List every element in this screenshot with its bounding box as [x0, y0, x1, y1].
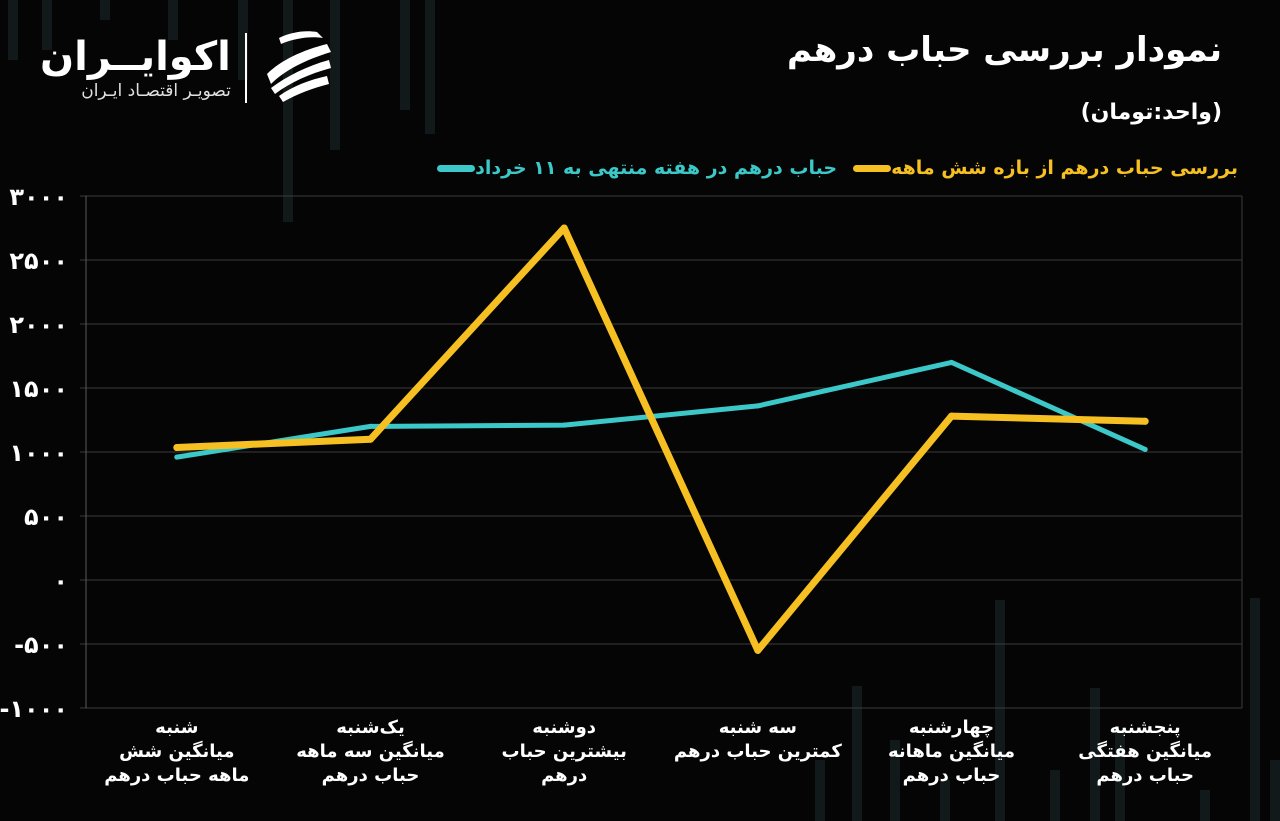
data-point — [949, 359, 954, 365]
legend-item-yellow: بررسی حباب درهم از بازه شش ماهه — [847, 157, 1238, 179]
y-axis-tick-labels: ۳۰۰۰ ۲۵۰۰ ۲۰۰۰ ۱۵۰۰ ۱۰۰۰ ۵۰۰ ۰ -۵۰۰ -۱۰۰۰ — [0, 183, 68, 723]
background-bar — [940, 780, 950, 821]
background-bar — [1250, 598, 1260, 821]
data-point — [754, 646, 762, 654]
x-tick-label-line: دوشنبه — [532, 717, 596, 738]
x-tick-label-line: شنبه — [155, 717, 198, 738]
brand-tagline: تصویـر اقتصـاد ایـران — [81, 81, 231, 101]
series-line-teal — [174, 359, 1148, 460]
legend-swatch-teal — [437, 164, 476, 172]
background-bar — [238, 0, 248, 80]
legend-item-teal: حباب درهم در هفته منتهی به ۱۱ خرداد — [431, 157, 837, 179]
x-tick-label-line: چهارشنبه — [909, 717, 994, 738]
x-tick-label-line: میانگین هفتگی — [1078, 740, 1212, 762]
background-bar — [815, 760, 825, 821]
data-point — [755, 403, 761, 409]
background-decoration — [8, 0, 1280, 821]
data-point — [1142, 446, 1148, 452]
legend-label-yellow: بررسی حباب درهم از بازه شش ماهه — [891, 157, 1238, 179]
data-point — [948, 412, 955, 420]
y-tick-label: ۱۰۰۰ — [9, 439, 68, 467]
legend-label-teal: حباب درهم در هفته منتهی به ۱۱ خرداد — [475, 157, 838, 179]
x-tick-label-line: درهم — [541, 765, 587, 786]
background-bar — [400, 0, 410, 110]
x-tick-label-line: سه شنبه — [719, 717, 797, 738]
data-point — [368, 423, 373, 429]
brand-mark-icon — [266, 31, 331, 102]
data-point — [174, 454, 180, 460]
x-tick-label: پنجشنبه میانگین هفتگی حباب درهم — [1078, 717, 1212, 786]
y-tick-label: ۲۰۰۰ — [9, 311, 68, 339]
background-bar — [890, 740, 900, 821]
background-bar — [1200, 790, 1210, 821]
chart-gridlines — [80, 195, 1243, 709]
x-tick-label-line: ماهه حباب درهم — [104, 765, 249, 786]
data-point — [367, 435, 374, 443]
legend-swatch-yellow — [853, 164, 892, 172]
x-tick-label: شنبه میانگین شش ماهه حباب درهم — [104, 717, 249, 786]
chart-legend: حباب درهم در هفته منتهی به ۱۱ خرداد بررس… — [421, 157, 1238, 179]
background-bar — [995, 600, 1005, 821]
background-bar — [8, 0, 18, 60]
x-tick-label-line: حباب درهم — [1096, 765, 1194, 786]
x-tick-label-line: میانگین شش — [119, 740, 234, 762]
background-bar — [100, 0, 110, 20]
brand-name: اکوایــران — [40, 34, 231, 80]
x-tick-label: چهارشنبه میانگین ماهانه حباب درهم — [888, 717, 1015, 786]
x-tick-label: دوشنبه بیشترین حباب درهم — [501, 717, 626, 786]
x-tick-label-line: کمترین حباب درهم — [674, 741, 842, 762]
data-point — [1141, 417, 1149, 425]
x-tick-label-line: میانگین سه ماهه — [296, 740, 444, 762]
brand-text: اکوایــران تصویـر اقتصـاد ایـران — [40, 35, 231, 101]
background-bar — [1270, 760, 1280, 821]
background-bar — [1090, 688, 1100, 821]
x-tick-label-line: یک‌شنبه — [336, 717, 405, 738]
y-tick-label: ۲۵۰۰ — [9, 247, 68, 275]
x-tick-label-line: حباب درهم — [322, 765, 420, 786]
series-line-yellow — [173, 224, 1149, 654]
brand-logo: اکوایــران تصویـر اقتصـاد ایـران — [40, 30, 337, 106]
data-point — [561, 422, 567, 428]
x-tick-label-line: میانگین ماهانه — [888, 740, 1015, 762]
x-tick-label: یک‌شنبه میانگین سه ماهه حباب درهم — [296, 717, 444, 786]
y-tick-label: ۵۰۰ — [24, 503, 68, 531]
chart-series-lines — [173, 224, 1149, 654]
y-tick-label: ۳۰۰۰ — [9, 183, 68, 211]
y-tick-label: ۱۵۰۰ — [9, 375, 68, 403]
x-tick-label-line: بیشترین حباب — [501, 741, 626, 762]
y-tick-label: ۰ — [53, 567, 68, 595]
chart-title: نمودار بررسی حباب درهم — [787, 30, 1222, 70]
background-bar — [1115, 730, 1125, 821]
background-bar — [42, 0, 52, 50]
background-bar — [283, 0, 293, 222]
background-bar — [168, 0, 178, 40]
background-bar — [330, 0, 340, 150]
chart-unit-label: (واحد:تومان) — [1080, 100, 1222, 125]
y-tick-label: -۱۰۰۰ — [0, 695, 68, 723]
brand-divider — [244, 33, 247, 103]
data-point — [173, 444, 181, 452]
background-bar — [852, 686, 862, 821]
background-bar — [425, 0, 435, 134]
data-point — [560, 224, 568, 232]
y-tick-label: -۵۰۰ — [14, 631, 68, 659]
background-bar — [1050, 770, 1060, 821]
x-tick-label-line: حباب درهم — [903, 765, 1001, 786]
x-tick-label-line: پنجشنبه — [1110, 717, 1181, 738]
x-tick-label: سه شنبه کمترین حباب درهم — [674, 717, 842, 762]
